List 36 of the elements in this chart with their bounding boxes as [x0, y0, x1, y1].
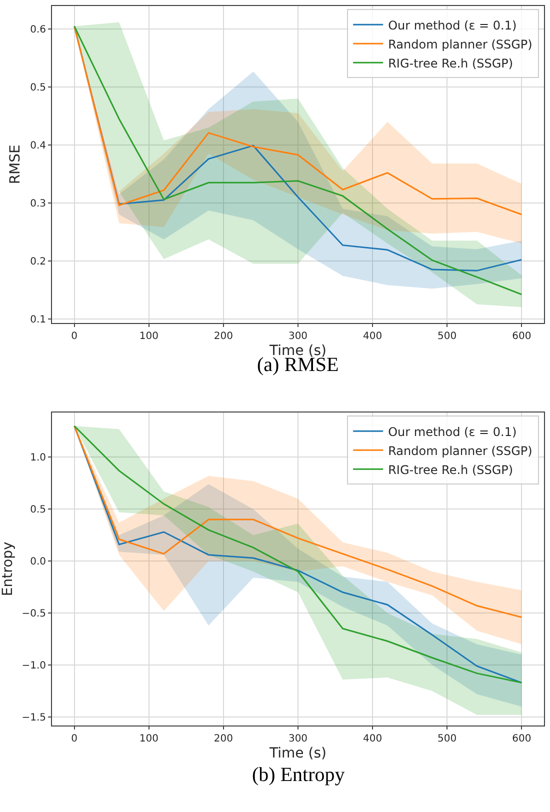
y-axis-title: RMSE: [8, 144, 24, 184]
y-tick-label: 0.2: [30, 256, 46, 268]
x-tick-label: 200: [214, 330, 233, 342]
x-tick-label: 600: [512, 733, 532, 744]
y-tick-label: 1.0: [30, 452, 46, 464]
y-tick-label: −0.5: [22, 608, 46, 620]
x-tick-label: 400: [363, 733, 382, 744]
legend-label: Our method (ε = 0.1): [388, 424, 517, 439]
y-tick-label: 0.5: [30, 504, 46, 516]
legend-label: RIG-tree Re.h (SSGP): [388, 56, 514, 70]
y-tick-label: 0.1: [30, 314, 46, 326]
legend-label: Our method (ε = 0.1): [388, 18, 517, 32]
y-tick-label: 0.0: [30, 556, 46, 568]
legend-label: Random planner (SSGP): [388, 444, 532, 458]
x-tick-label: 500: [438, 330, 457, 342]
x-tick-label: 200: [214, 733, 233, 744]
y-tick-label: 0.6: [30, 24, 46, 36]
y-tick-label: 0.5: [30, 82, 46, 94]
legend-label: Random planner (SSGP): [388, 37, 532, 52]
x-tick-label: 100: [139, 733, 158, 744]
x-tick-label: 400: [363, 330, 382, 342]
y-axis-title: Entropy: [0, 542, 16, 596]
legend-label: RIG-tree Re.h (SSGP): [388, 462, 514, 477]
y-tick-label: −1.5: [22, 712, 46, 724]
y-tick-label: 0.3: [30, 198, 46, 210]
x-tick-label: 300: [288, 733, 308, 744]
y-tick-label: −1.0: [22, 660, 46, 672]
x-tick-label: 0: [71, 733, 78, 744]
x-tick-label: 300: [288, 330, 308, 342]
x-tick-label: 0: [71, 330, 78, 342]
x-tick-label: 500: [438, 733, 457, 744]
x-tick-label: 600: [512, 330, 532, 342]
y-tick-label: 0.4: [30, 140, 46, 152]
x-tick-label: 100: [139, 330, 158, 342]
text: (b) Entropy: [252, 764, 345, 786]
x-axis-title: Time (s): [268, 746, 326, 762]
